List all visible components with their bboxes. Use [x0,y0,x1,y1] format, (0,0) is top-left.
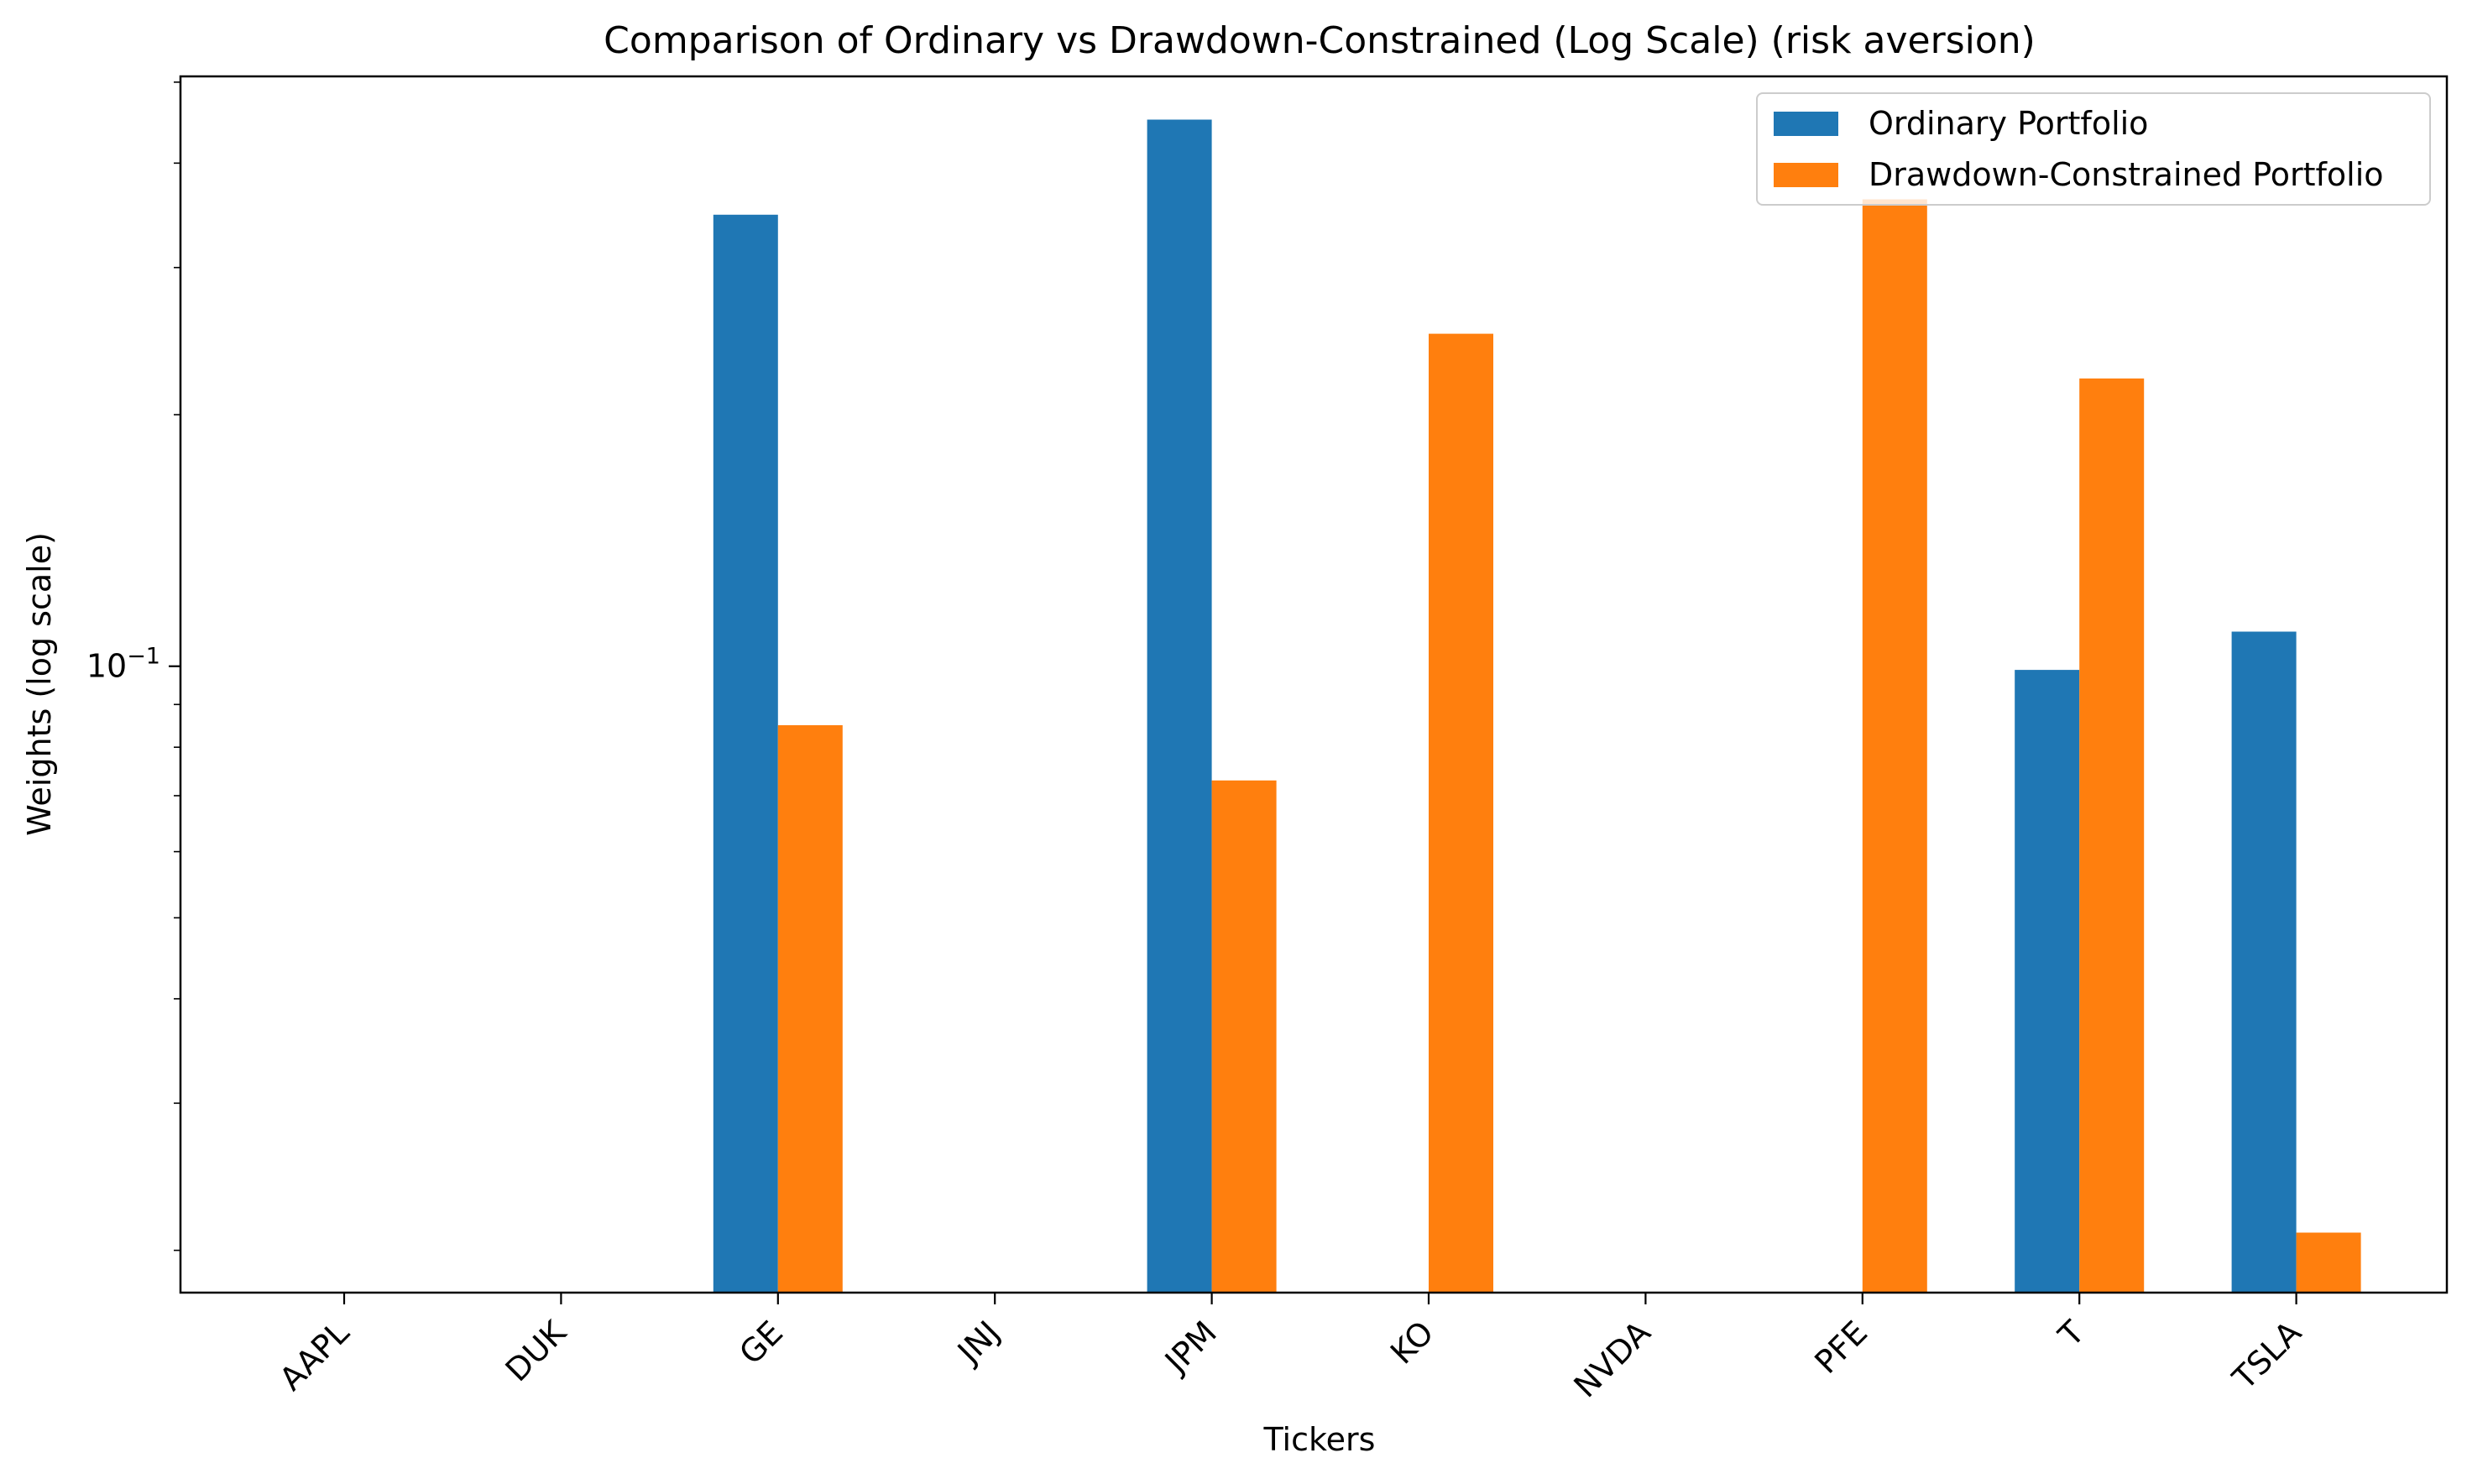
bar-drawdown-t [2079,378,2145,1293]
legend-label-drawdown: Drawdown-Constrained Portfolio [1869,156,2384,193]
legend-box [1756,92,2431,206]
bar-drawdown-ko [1429,333,1493,1293]
bar-ordinary-jpm [1147,119,1212,1293]
legend-swatch-drawdown [1774,163,1838,187]
bar-drawdown-ge [777,725,843,1293]
y-ticks: 10−1 [86,81,180,1251]
chart-title: Comparison of Ordinary vs Drawdown-Const… [604,19,2036,62]
legend-swatch-ordinary [1774,112,1838,136]
bar-ordinary-ge [713,214,778,1293]
bar-drawdown-tsla [2296,1232,2361,1293]
bar-drawdown-jpm [1211,780,1277,1293]
bar-ordinary-t [2015,670,2080,1293]
legend: Ordinary Portfolio Drawdown-Constrained … [1756,92,2431,206]
x-axis-label: Tickers [1263,1421,1376,1458]
bar-drawdown-pfe [1862,199,1927,1293]
y-tick-label: 10−1 [86,644,160,685]
legend-label-ordinary: Ordinary Portfolio [1869,105,2148,142]
y-axis-label: Weights (log scale) [21,532,58,836]
bar-ordinary-tsla [2231,631,2297,1293]
bars-layer [713,119,2361,1293]
plot-frame [179,75,2449,1294]
